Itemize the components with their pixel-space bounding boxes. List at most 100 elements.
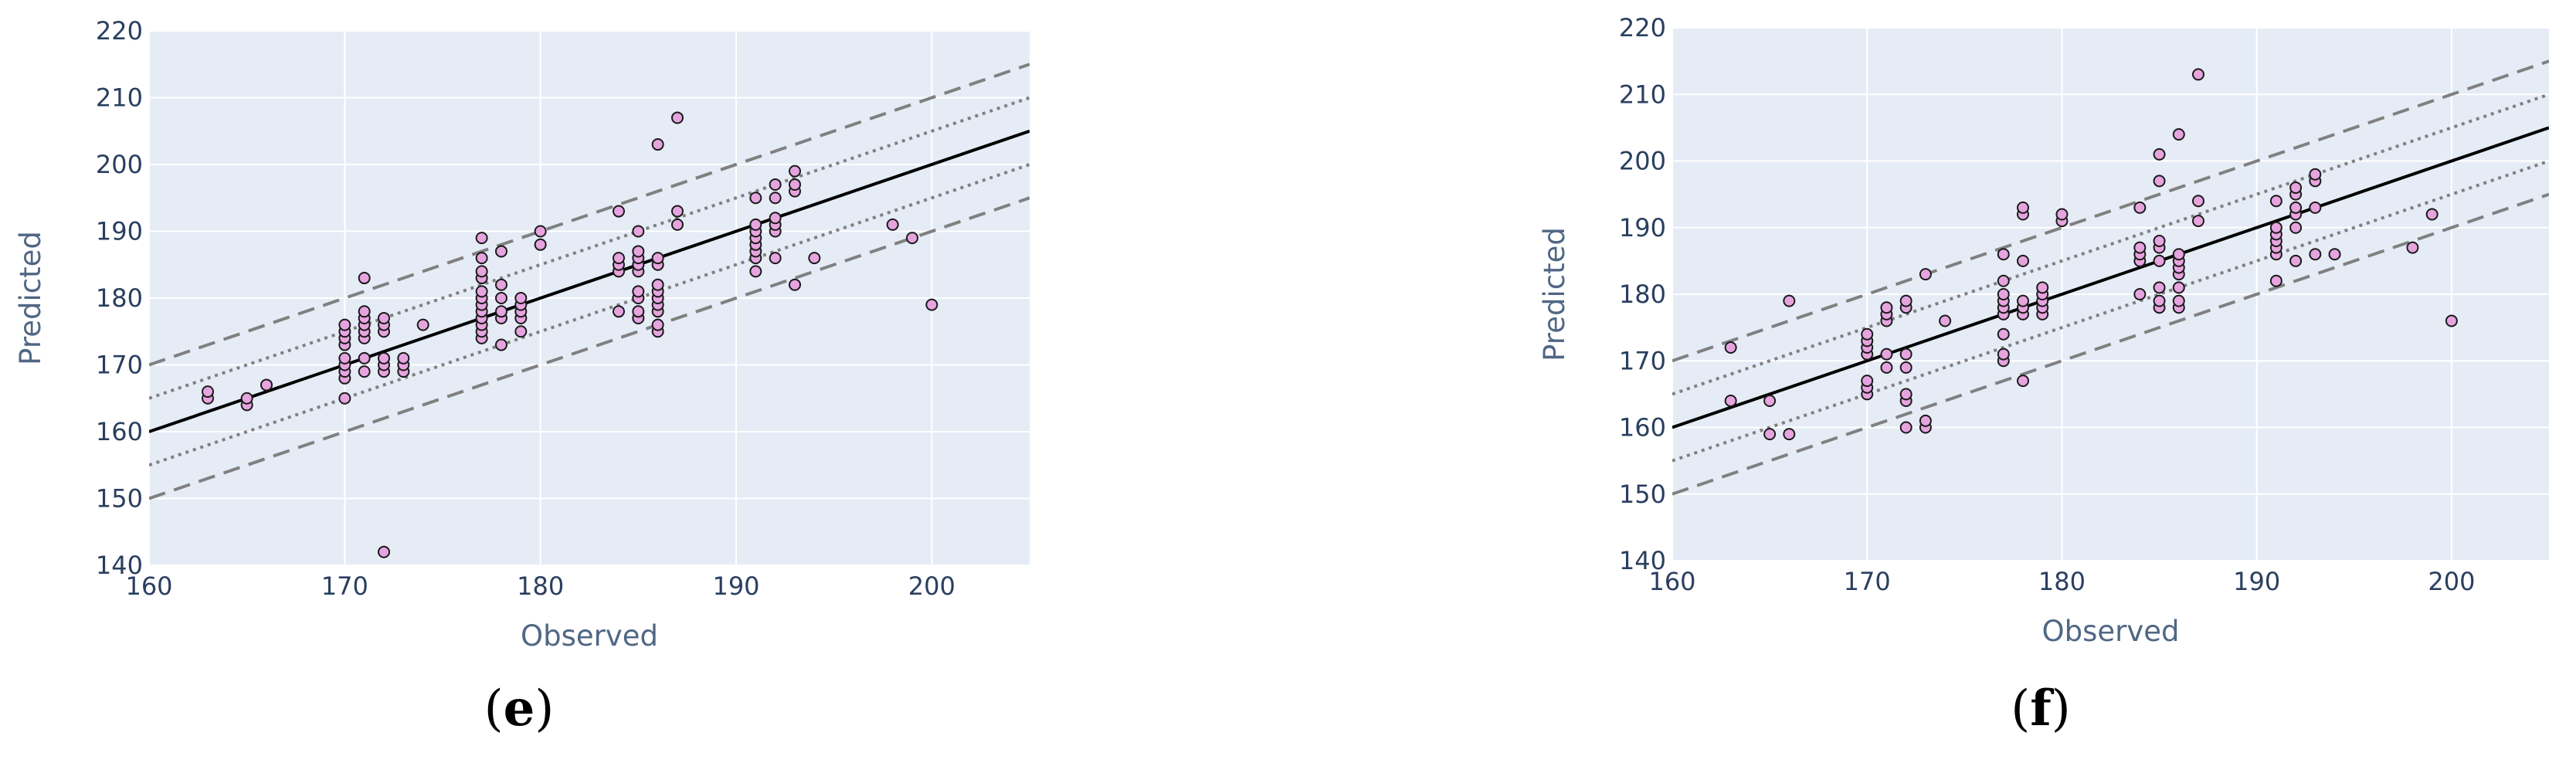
data-point	[240, 392, 253, 405]
data-point	[1724, 341, 1737, 354]
y-tick-label: 170	[1619, 346, 1666, 375]
data-point	[2172, 294, 2185, 307]
data-point	[789, 164, 801, 178]
data-point	[1880, 348, 1893, 361]
chart-panel-e: 160 170 180 190 200 140 150 160 170 180 190 200 210 2…	[14, 16, 1030, 653]
y-tick-label: 160	[96, 417, 143, 446]
y-tick-label: 150	[1619, 480, 1666, 509]
caption-open: (	[484, 680, 504, 738]
data-point	[2153, 281, 2166, 294]
data-point	[2289, 254, 2303, 267]
data-point	[475, 265, 488, 278]
data-point	[651, 318, 664, 331]
data-point	[202, 385, 214, 398]
y-tick-label: 220	[1619, 13, 1666, 42]
data-point	[749, 192, 762, 205]
data-point	[671, 205, 684, 218]
data-point	[495, 292, 507, 304]
data-point	[1899, 294, 1912, 307]
data-point	[2269, 274, 2282, 287]
data-point	[2133, 241, 2147, 254]
caption-f: (f)	[2011, 680, 2070, 738]
caption-letter: e	[503, 680, 535, 738]
y-tick-label: 210	[96, 83, 143, 113]
data-point	[632, 245, 645, 258]
data-point	[495, 245, 507, 258]
data-point	[338, 351, 351, 365]
caption-e: (e)	[484, 680, 555, 738]
data-point	[769, 212, 782, 225]
data-point	[358, 272, 371, 285]
data-point	[2269, 221, 2282, 234]
data-point	[632, 305, 645, 318]
x-tick-label: 170	[1844, 567, 1891, 596]
data-point	[2445, 314, 2458, 327]
outer-band-line	[149, 63, 1030, 367]
data-point	[808, 252, 821, 265]
data-point	[2172, 281, 2185, 294]
x-tick-label: 190	[712, 571, 759, 601]
data-point	[1899, 348, 1912, 361]
data-point	[651, 278, 664, 291]
data-point	[2036, 281, 2049, 294]
outer-band-line	[1672, 59, 2549, 363]
data-point	[2192, 215, 2204, 228]
chart-panel-f: 160 170 180 190 200 140 150 160 170 180 190 200 210 2…	[1538, 13, 2549, 648]
data-point	[2289, 221, 2303, 234]
data-point	[1997, 348, 2010, 361]
x-tick-label: 200	[908, 571, 955, 601]
y-tick-label: 140	[96, 551, 143, 580]
data-point	[2289, 181, 2303, 194]
data-point	[769, 252, 782, 265]
data-point	[1763, 395, 1777, 407]
data-point	[2055, 208, 2069, 221]
data-point	[749, 265, 762, 278]
data-point	[2153, 254, 2166, 267]
data-point	[1997, 274, 2010, 287]
data-point	[2172, 128, 2185, 141]
x-tick-label: 190	[2233, 567, 2280, 596]
x-tick-label: 180	[517, 571, 564, 601]
data-point	[514, 292, 528, 304]
data-point	[416, 318, 429, 331]
data-point	[1997, 248, 2010, 261]
data-point	[358, 365, 371, 378]
data-point	[378, 311, 390, 324]
data-point	[651, 138, 664, 151]
data-point	[886, 218, 899, 231]
data-point	[613, 252, 625, 265]
data-point	[2192, 195, 2204, 208]
data-point	[358, 305, 371, 318]
data-point	[2017, 201, 2029, 214]
data-point	[534, 225, 547, 238]
y-tick-label: 190	[96, 217, 143, 246]
y-tick-label: 200	[96, 150, 143, 179]
data-point	[1997, 288, 2010, 300]
scatter-points	[202, 111, 938, 558]
data-point	[495, 338, 507, 351]
data-point	[514, 325, 528, 338]
caption-close: )	[535, 680, 555, 738]
data-point	[2309, 168, 2322, 181]
inner-band-line	[149, 96, 1030, 400]
data-point	[2425, 208, 2439, 221]
data-point	[260, 378, 273, 392]
data-point	[378, 545, 390, 558]
caption-letter: f	[2030, 680, 2052, 738]
identity-line	[149, 129, 1030, 433]
inner-band-line	[149, 163, 1030, 467]
x-tick-label: 180	[2038, 567, 2086, 596]
data-point	[2017, 294, 2029, 307]
y-tick-label: 180	[96, 283, 143, 313]
data-point	[475, 232, 488, 245]
outer-band-line	[149, 196, 1030, 500]
data-point	[1899, 388, 1912, 401]
data-point	[632, 225, 645, 238]
y-axis-title: Predicted	[1538, 227, 1571, 361]
y-axis-title: Predicted	[14, 231, 47, 365]
data-point	[2133, 201, 2147, 214]
data-point	[2269, 195, 2282, 208]
data-point	[1899, 421, 1912, 434]
outer-band-line	[1672, 192, 2549, 496]
